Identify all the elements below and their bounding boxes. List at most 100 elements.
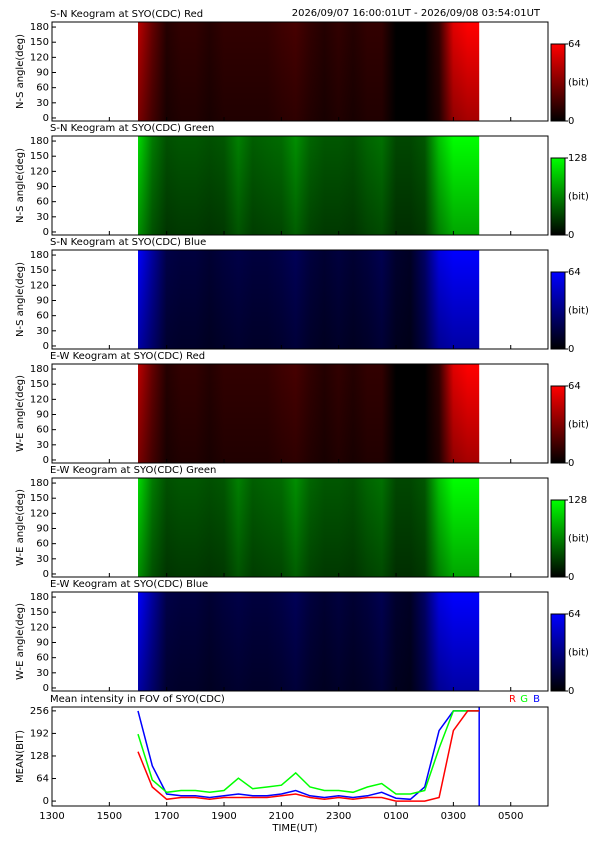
y-axis-label: W-E angle(deg) [15, 489, 26, 566]
series-line [137, 710, 480, 795]
panel-title: S-N Keogram at SYO(CDC) Red [50, 9, 203, 20]
y-tick-label: 128 [30, 751, 49, 762]
colorbar-tick-label: 0 [568, 230, 574, 241]
time-range: 2026/09/07 16:00:01UT - 2026/09/08 03:54… [292, 8, 541, 19]
y-tick-label: 120 [30, 622, 49, 633]
colorbar [550, 157, 566, 236]
panel-title: Mean intensity in FOV of SYO(CDC) [50, 694, 225, 705]
frame [51, 477, 549, 578]
y-axis-label: MEAN(BIT) [15, 730, 26, 783]
colorbar-tick-label: 128 [568, 153, 587, 164]
x-tick-label: 1500 [97, 811, 122, 822]
x-tick-label: 2300 [326, 811, 351, 822]
colorbar-label: (bit) [568, 534, 589, 545]
y-tick-label: 30 [36, 212, 49, 223]
y-tick-label: 60 [36, 197, 49, 208]
frame [51, 591, 549, 692]
y-tick-label: 150 [30, 607, 49, 618]
y-tick-label: 30 [36, 326, 49, 337]
y-tick-label: 180 [30, 22, 49, 33]
keogram-shade [138, 364, 480, 463]
keogram-shade [138, 136, 480, 235]
frame [51, 363, 549, 464]
y-tick-label: 120 [30, 280, 49, 291]
y-tick-label: 64 [36, 774, 49, 785]
y-axis-label: W-E angle(deg) [15, 375, 26, 452]
y-tick-label: 150 [30, 151, 49, 162]
y-tick-label: 180 [30, 136, 49, 147]
x-axis-label: TIME(UT) [271, 823, 317, 834]
y-tick-label: 150 [30, 493, 49, 504]
keogram-shade [138, 22, 480, 121]
y-tick-label: 90 [36, 296, 49, 307]
y-tick-label: 120 [30, 394, 49, 405]
y-tick-label: 150 [30, 37, 49, 48]
y-tick-label: 0 [43, 341, 49, 352]
keogram-shade [138, 478, 480, 577]
y-tick-label: 0 [43, 796, 49, 807]
panel-title: E-W Keogram at SYO(CDC) Blue [50, 579, 208, 590]
y-tick-label: 30 [36, 668, 49, 679]
legend-entry: B [533, 694, 540, 705]
y-tick-label: 120 [30, 508, 49, 519]
y-tick-label: 90 [36, 410, 49, 421]
colorbar-label: (bit) [568, 306, 589, 317]
y-axis-label: N-S angle(deg) [15, 34, 26, 109]
y-tick-label: 180 [30, 250, 49, 261]
x-tick-label: 0300 [441, 811, 466, 822]
colorbar-tick-label: 128 [568, 495, 587, 506]
y-tick-label: 30 [36, 554, 49, 565]
y-tick-label: 90 [36, 638, 49, 649]
frame [51, 706, 549, 807]
y-axis-label: N-S angle(deg) [15, 262, 26, 337]
x-tick-label: 0100 [383, 811, 408, 822]
series-line [137, 710, 480, 801]
x-tick-label: 0500 [498, 811, 523, 822]
y-axis-label: W-E angle(deg) [15, 603, 26, 680]
y-tick-label: 30 [36, 98, 49, 109]
y-tick-label: 180 [30, 478, 49, 489]
panel-title: S-N Keogram at SYO(CDC) Blue [50, 237, 206, 248]
frame [51, 21, 549, 122]
keogram-shade [138, 250, 480, 349]
colorbar-tick-label: 0 [568, 572, 574, 583]
y-tick-label: 30 [36, 440, 49, 451]
y-tick-label: 120 [30, 52, 49, 63]
y-tick-label: 150 [30, 265, 49, 276]
x-tick-label: 1700 [154, 811, 179, 822]
y-tick-label: 150 [30, 379, 49, 390]
y-tick-label: 90 [36, 524, 49, 535]
colorbar-tick-label: 0 [568, 458, 574, 469]
x-tick-label: 1900 [211, 811, 236, 822]
legend-entry: R [509, 694, 516, 705]
panel-title: S-N Keogram at SYO(CDC) Green [50, 123, 214, 134]
y-tick-label: 60 [36, 83, 49, 94]
colorbar-label: (bit) [568, 420, 589, 431]
y-tick-label: 0 [43, 227, 49, 238]
x-tick-label: 1300 [39, 811, 64, 822]
colorbar [550, 499, 566, 578]
x-tick-label: 2100 [269, 811, 294, 822]
colorbar [550, 271, 566, 350]
colorbar [550, 613, 566, 692]
colorbar-tick-label: 64 [568, 267, 581, 278]
plot-area [52, 707, 548, 806]
colorbar-tick-label: 0 [568, 344, 574, 355]
y-tick-label: 0 [43, 683, 49, 694]
colorbar-label: (bit) [568, 192, 589, 203]
y-tick-label: 0 [43, 455, 49, 466]
y-tick-label: 0 [43, 569, 49, 580]
colorbar-tick-label: 0 [568, 686, 574, 697]
y-tick-label: 90 [36, 182, 49, 193]
y-tick-label: 60 [36, 653, 49, 664]
y-tick-label: 60 [36, 539, 49, 550]
legend-entry: G [520, 694, 528, 705]
colorbar-tick-label: 64 [568, 381, 581, 392]
y-tick-label: 180 [30, 592, 49, 603]
colorbar [550, 43, 566, 122]
keogram-shade [138, 592, 480, 691]
colorbar-label: (bit) [568, 648, 589, 659]
y-tick-label: 60 [36, 311, 49, 322]
